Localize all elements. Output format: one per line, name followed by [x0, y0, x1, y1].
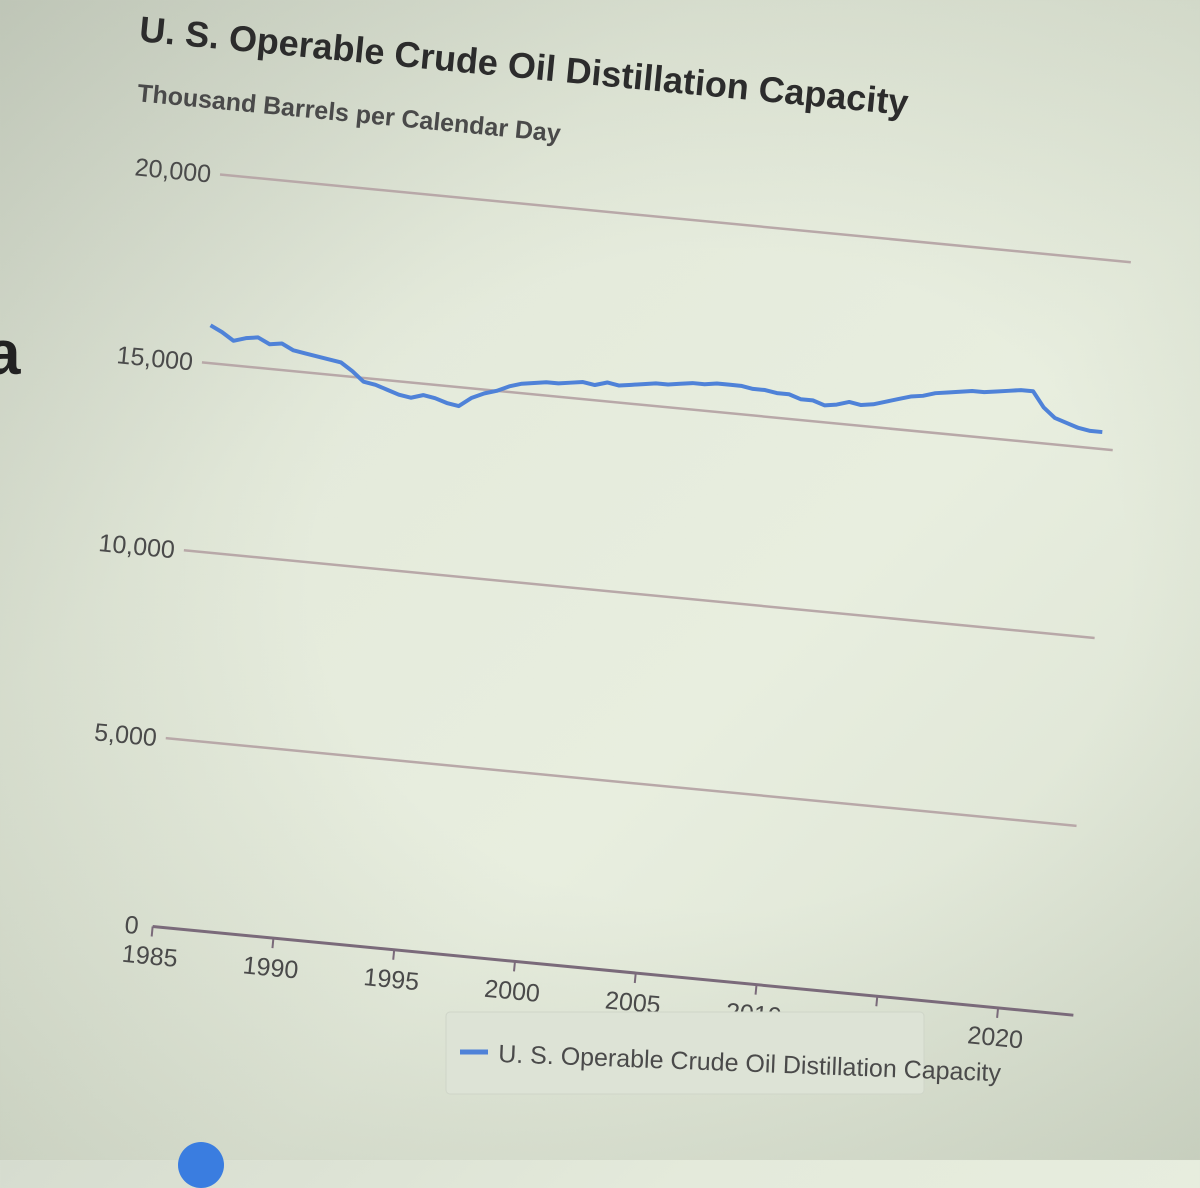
- gridlines: [165, 173, 1131, 828]
- y-tick-label: 5,000: [93, 718, 158, 752]
- x-tick-mark: [150, 926, 154, 937]
- y-tick-label: 15,000: [115, 341, 194, 376]
- y-tick-label: 10,000: [97, 529, 176, 564]
- y-axis-label: Thousand Barrels per Calendar Day: [136, 79, 562, 148]
- x-tick-label: 2000: [483, 975, 541, 1008]
- x-axis: [152, 925, 1074, 1017]
- x-tick-mark: [875, 996, 879, 1007]
- x-tick-mark: [996, 1007, 1000, 1018]
- x-tick-mark: [392, 949, 396, 960]
- x-tick-mark: [754, 984, 758, 995]
- x-tick-mark: [633, 972, 637, 984]
- y-tick-label: 20,000: [134, 153, 213, 188]
- x-tick-label: 2020: [966, 1021, 1024, 1054]
- cropped-left-text: a: [0, 319, 21, 388]
- x-tick-mark: [513, 961, 516, 972]
- gridline: [165, 736, 1077, 828]
- gridline: [183, 549, 1095, 640]
- x-tick-label: 1990: [242, 951, 300, 984]
- legend: U. S. Operable Crude Oil Distillation Ca…: [445, 1011, 1002, 1095]
- y-tick-labels: 20,000 15,000 10,000 5,000 0: [93, 153, 213, 940]
- gridline: [201, 361, 1113, 452]
- x-tick-mark: [271, 938, 275, 949]
- line-chart: U. S. Operable Crude Oil Distillation Ca…: [93, 8, 1131, 1095]
- legend-box: [445, 1011, 925, 1095]
- x-tick-label: 1995: [362, 963, 420, 996]
- blue-indicator-dot: [178, 1142, 224, 1188]
- x-tick-label: 1985: [121, 940, 179, 973]
- y-tick-label: 0: [123, 911, 140, 940]
- series-line-distillation-capacity: [209, 323, 1103, 435]
- gridline: [219, 173, 1131, 264]
